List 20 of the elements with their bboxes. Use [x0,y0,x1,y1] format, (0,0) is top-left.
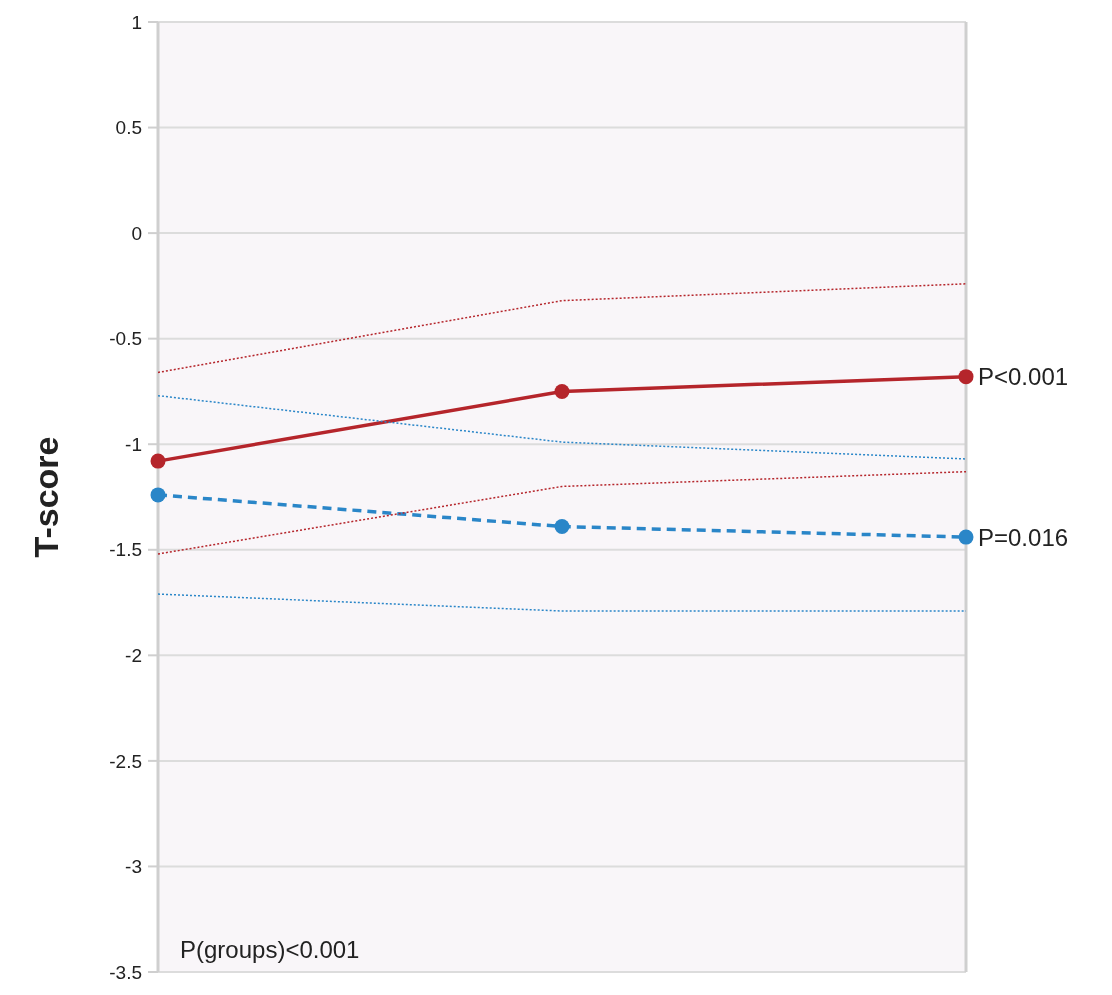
y-tick-label: -3 [125,856,142,878]
y-tick-label: -1 [125,433,142,455]
y-tick-label: -2.5 [109,750,142,772]
y-tick-label: -0.5 [109,328,142,350]
y-tick-label: 1 [131,11,142,33]
y-tick-label: -2 [125,644,142,666]
y-tick-label: 0.5 [115,117,142,139]
point [958,369,974,385]
y-axis-title: T-score [27,436,65,558]
point [554,519,570,535]
point [958,529,974,545]
text: P<0.001 [978,363,1069,391]
y-tick-label: -3.5 [109,961,142,983]
y-tick-label: 0 [131,222,142,244]
y-tick-label: -1.5 [109,539,142,561]
point [554,383,570,399]
annotation: P(groups)<0.001 [180,936,360,963]
text: P=0.016 [978,523,1069,551]
point [150,453,166,469]
point [150,487,166,503]
